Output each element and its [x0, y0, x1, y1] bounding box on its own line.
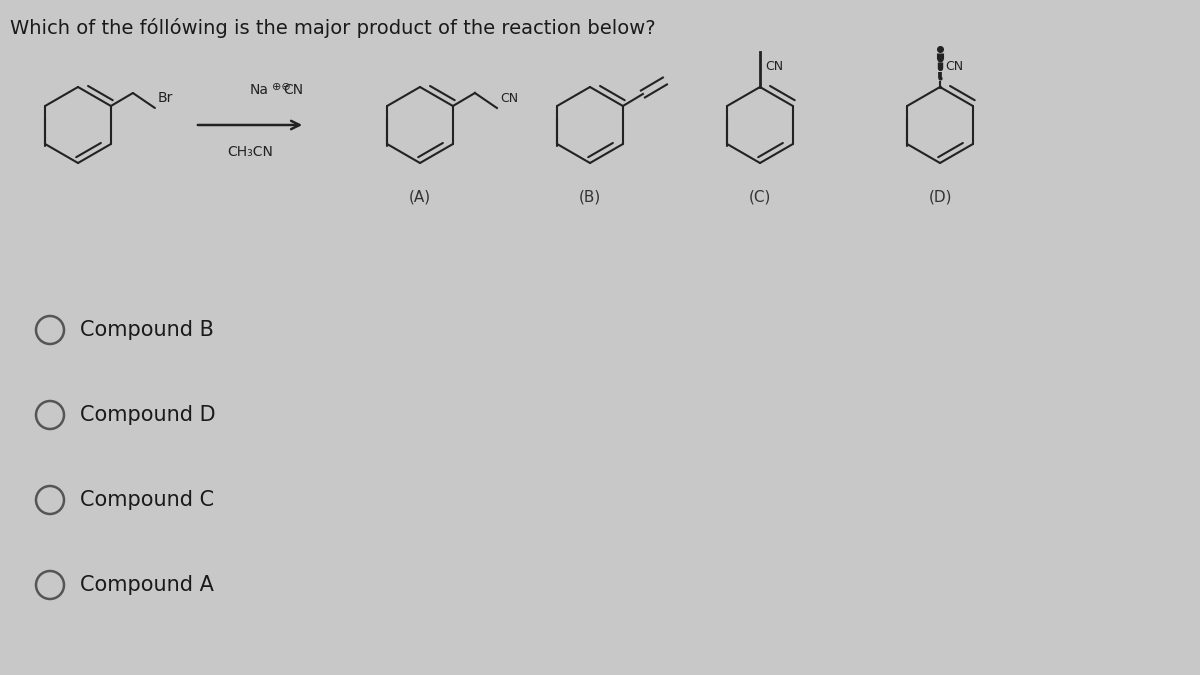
Text: CN: CN: [946, 61, 964, 74]
Text: Na: Na: [250, 83, 269, 97]
Text: (B): (B): [578, 190, 601, 205]
Text: (D): (D): [929, 190, 952, 205]
Text: CN: CN: [766, 61, 784, 74]
Text: CH₃CN: CH₃CN: [227, 145, 272, 159]
Text: (A): (A): [409, 190, 431, 205]
Text: Compound C: Compound C: [80, 490, 214, 510]
Text: Compound D: Compound D: [80, 405, 216, 425]
Text: Compound B: Compound B: [80, 320, 214, 340]
Text: ⊕⊖: ⊕⊖: [272, 82, 290, 92]
Text: CN: CN: [283, 83, 304, 97]
Text: Compound A: Compound A: [80, 575, 214, 595]
Text: (C): (C): [749, 190, 772, 205]
Text: Br: Br: [158, 91, 173, 105]
Text: Which of the fóllówing is the major product of the reaction below?: Which of the fóllówing is the major prod…: [10, 18, 655, 38]
Text: CN: CN: [500, 92, 518, 105]
